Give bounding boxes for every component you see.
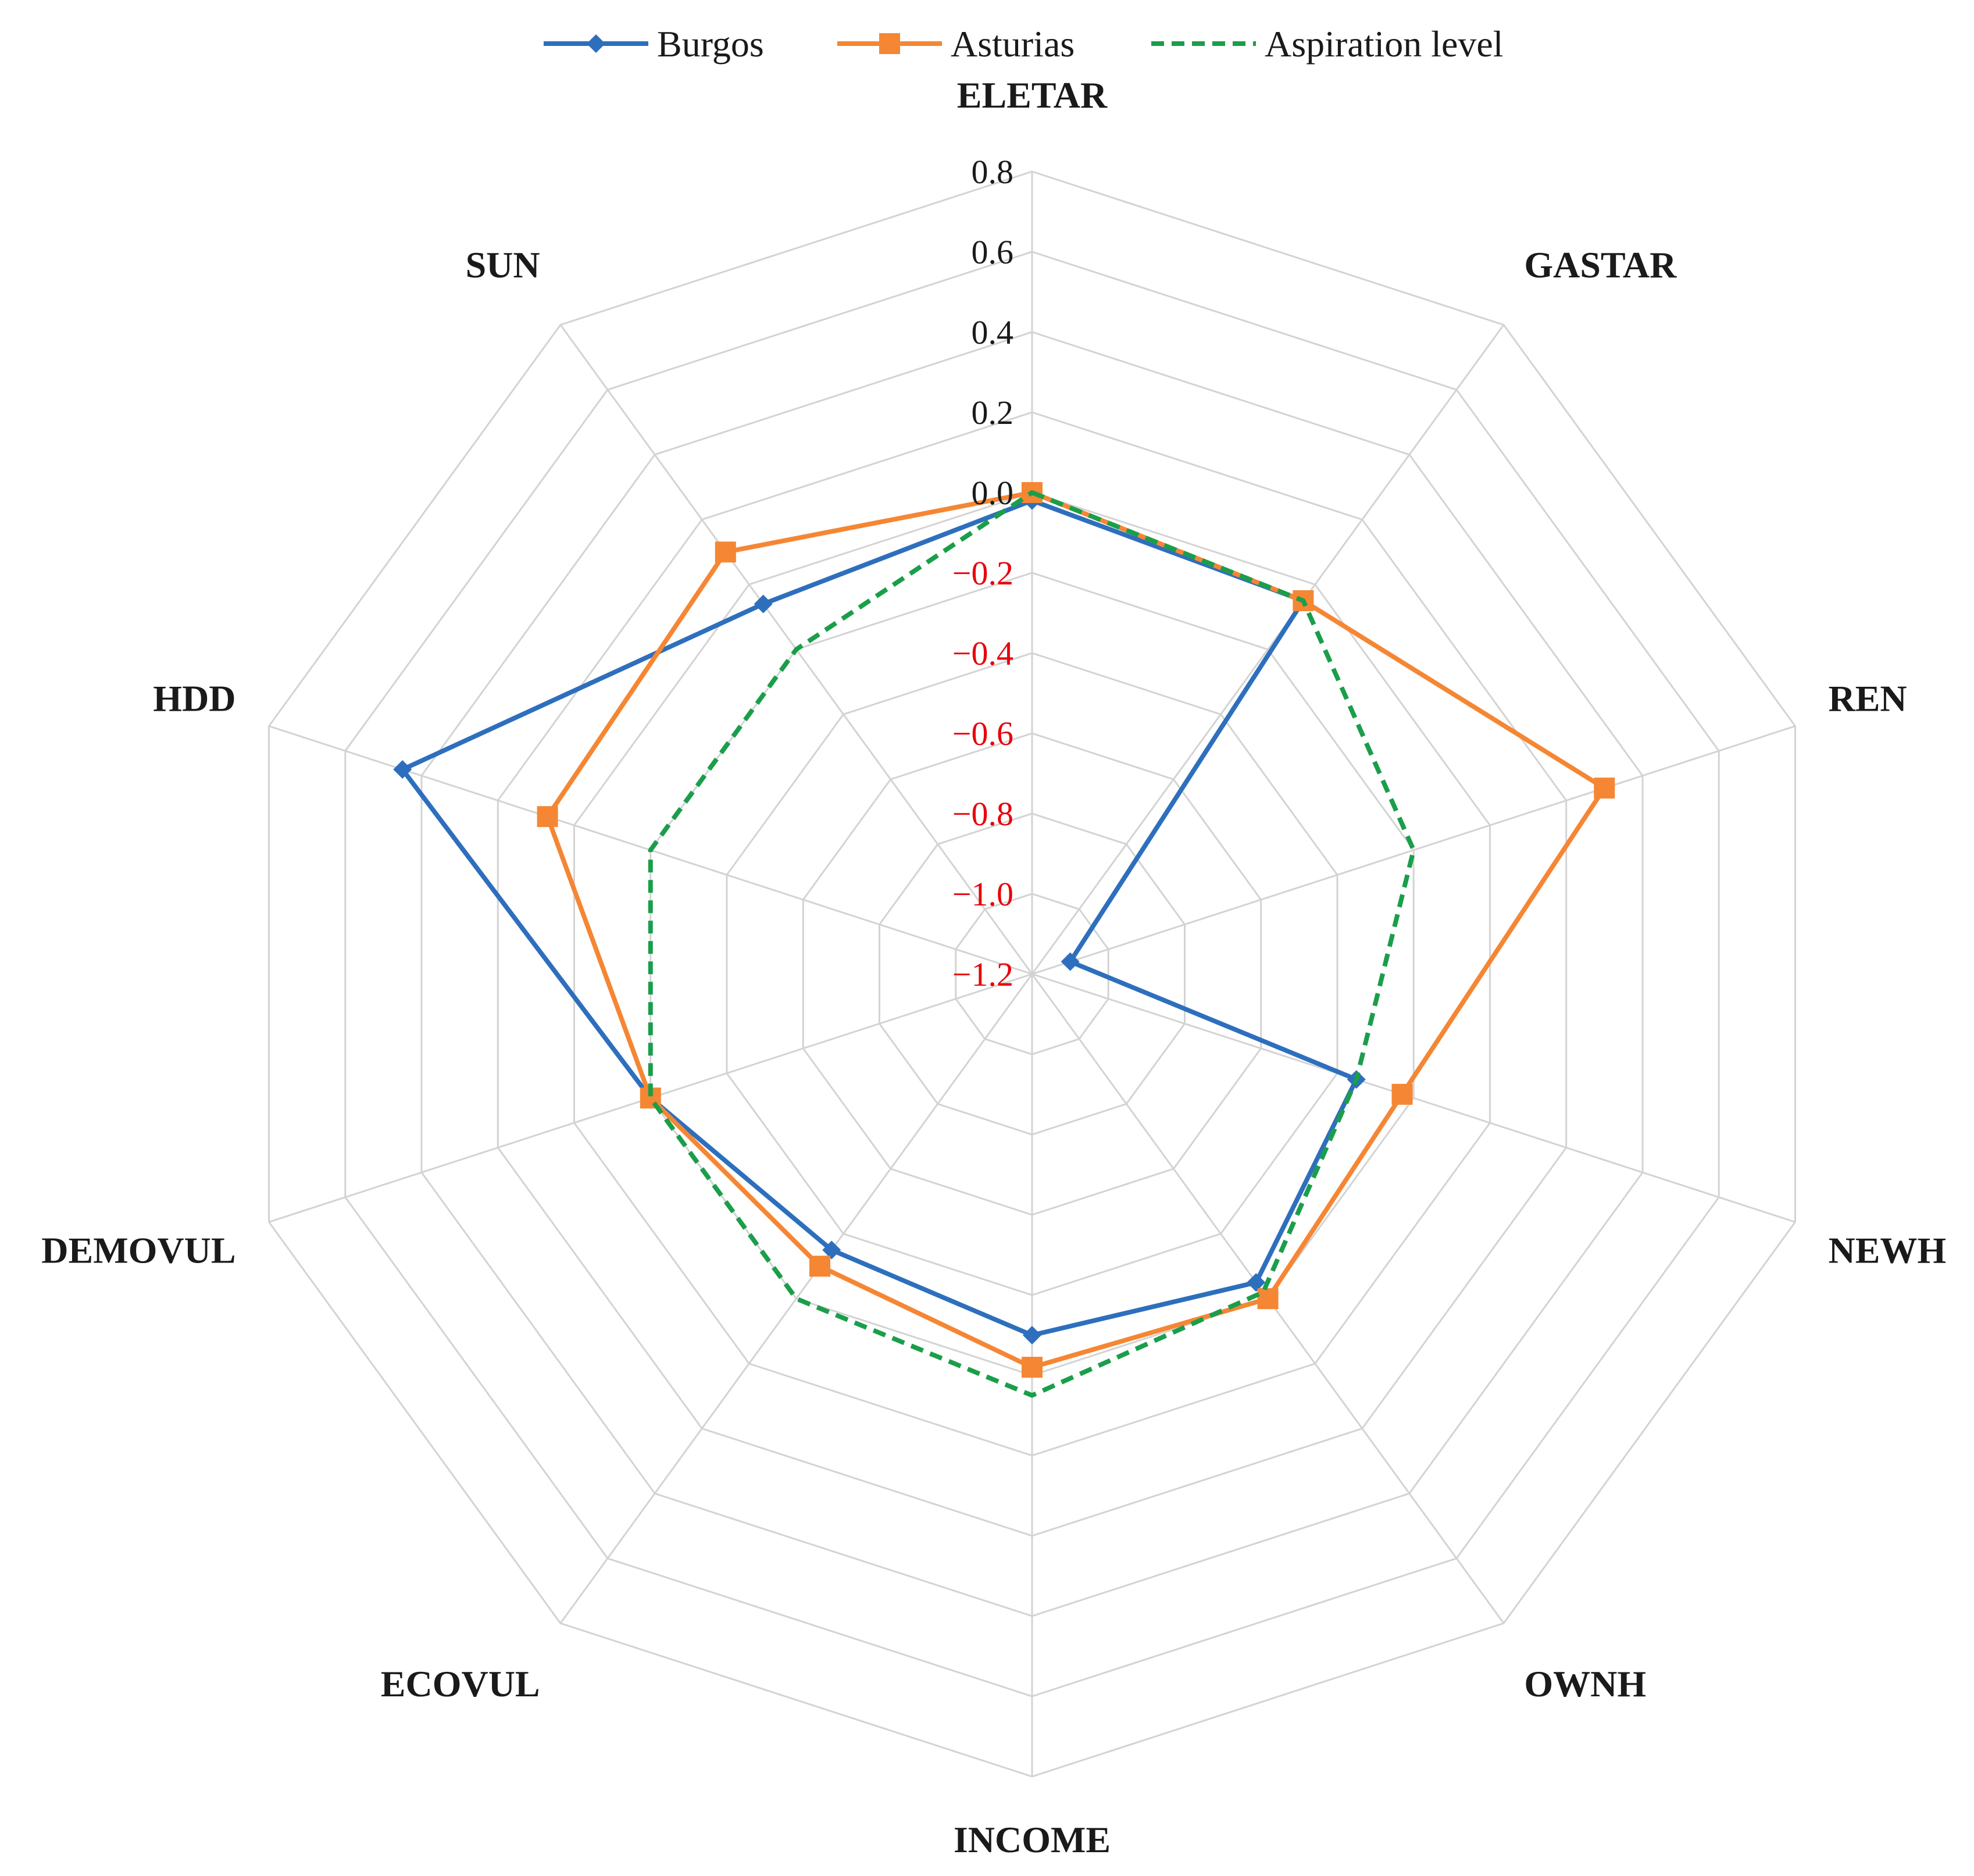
tick-label: 0.8: [972, 153, 1014, 191]
category-label-sun: SUN: [466, 244, 540, 286]
tick-label: −0.8: [952, 795, 1013, 833]
legend-item-asturias[interactable]: Asturias: [837, 23, 1075, 65]
data-point-asturias-hdd[interactable]: [537, 806, 558, 828]
category-label-eletar: ELETAR: [957, 74, 1108, 116]
tick-label: −1.0: [952, 875, 1013, 913]
legend-item-burgos[interactable]: Burgos: [544, 23, 764, 65]
legend[interactable]: Burgos Asturias Aspiration level: [544, 23, 1504, 65]
spoke-newh: [1031, 973, 1795, 1223]
spoke-gastar: [1031, 324, 1505, 975]
category-label-hdd: HDD: [153, 678, 235, 719]
data-point-burgos-income[interactable]: [1023, 1326, 1041, 1344]
tick-label: −0.4: [952, 634, 1013, 672]
tick-label: 0.4: [972, 313, 1014, 351]
data-point-asturias-income[interactable]: [1022, 1357, 1043, 1378]
legend-label-burgos: Burgos: [657, 23, 764, 65]
spoke-ren: [1031, 725, 1795, 975]
tick-label: −0.6: [952, 715, 1013, 752]
legend-item-aspiration-level[interactable]: Aspiration level: [1151, 23, 1504, 65]
tick-label: 0.2: [972, 394, 1014, 431]
category-label-newh: NEWH: [1829, 1229, 1947, 1271]
tick-label: 0.0: [972, 474, 1014, 512]
data-point-asturias-newh[interactable]: [1391, 1083, 1413, 1105]
category-labels: ELETAR GASTAR REN NEWH OWNH INCOME ECOVUL DEMOV…: [41, 74, 1946, 1860]
radial-tick-labels: −1.2 −1.0 −0.8 −0.6 −0.4 −0.2 0.0 0.2 0.4 0.6 0.8: [952, 153, 1013, 993]
radar-series: [393, 482, 1615, 1398]
legend-marker-burgos: [587, 34, 605, 53]
category-label-gastar: GASTAR: [1524, 244, 1677, 286]
series-line-burgos[interactable]: [400, 498, 1359, 1338]
series-line-asturias[interactable]: [545, 490, 1607, 1370]
data-point-burgos-ownh[interactable]: [1247, 1273, 1266, 1292]
data-point-asturias-ownh[interactable]: [1257, 1288, 1279, 1310]
legend-label-aspiration-level: Aspiration level: [1265, 23, 1504, 65]
series-line-aspiration-level[interactable]: [648, 490, 1416, 1398]
legend-marker-asturias: [879, 33, 900, 54]
category-label-ren: REN: [1829, 678, 1907, 719]
spoke-ecovul: [559, 973, 1033, 1624]
data-point-asturias-sun[interactable]: [715, 541, 736, 563]
tick-label: −1.2: [952, 955, 1013, 993]
category-label-ownh: OWNH: [1524, 1663, 1646, 1704]
legend-label-asturias: Asturias: [951, 23, 1075, 65]
data-point-asturias-ren[interactable]: [1594, 777, 1615, 799]
tick-label: −0.2: [952, 554, 1013, 592]
data-point-burgos-ecovul[interactable]: [822, 1240, 841, 1260]
data-point-burgos-ren[interactable]: [1061, 952, 1080, 971]
data-point-burgos-sun[interactable]: [754, 594, 773, 614]
category-label-demovul: DEMOVUL: [41, 1229, 235, 1271]
tick-label: 0.6: [972, 233, 1014, 271]
category-label-ecovul: ECOVUL: [381, 1663, 540, 1704]
data-point-burgos-hdd[interactable]: [393, 760, 412, 779]
data-point-asturias-ecovul[interactable]: [809, 1256, 830, 1277]
category-label-income: INCOME: [954, 1819, 1111, 1860]
